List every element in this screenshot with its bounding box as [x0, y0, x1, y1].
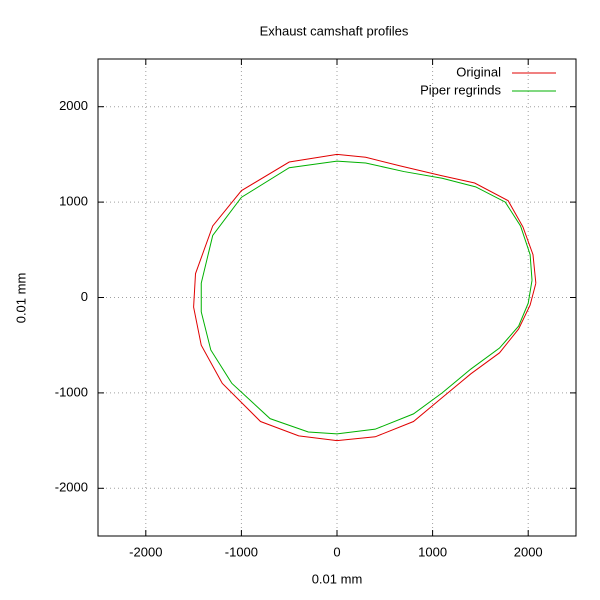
y-tick-label: -2000 [55, 480, 88, 495]
y-tick-label: 0 [81, 289, 88, 304]
x-tick-label: 1000 [418, 544, 447, 559]
legend-label: Original [456, 64, 501, 79]
x-tick-label: -2000 [129, 544, 162, 559]
series-line [200, 160, 533, 435]
series-line [193, 153, 537, 442]
legend-label: Piper regrinds [420, 82, 501, 97]
x-tick-label: -1000 [225, 544, 258, 559]
x-tick-label: 2000 [514, 544, 543, 559]
plot-border [97, 58, 577, 537]
x-tick-label: 0 [333, 544, 340, 559]
y-axis-label: 0.01 mm [13, 273, 28, 324]
y-tick-label: 2000 [59, 98, 88, 113]
x-axis-label: 0.01 mm [312, 571, 363, 586]
y-tick-label: -1000 [55, 384, 88, 399]
y-tick-label: 1000 [59, 194, 88, 209]
chart-title: Exhaust camshaft profiles [260, 23, 409, 38]
